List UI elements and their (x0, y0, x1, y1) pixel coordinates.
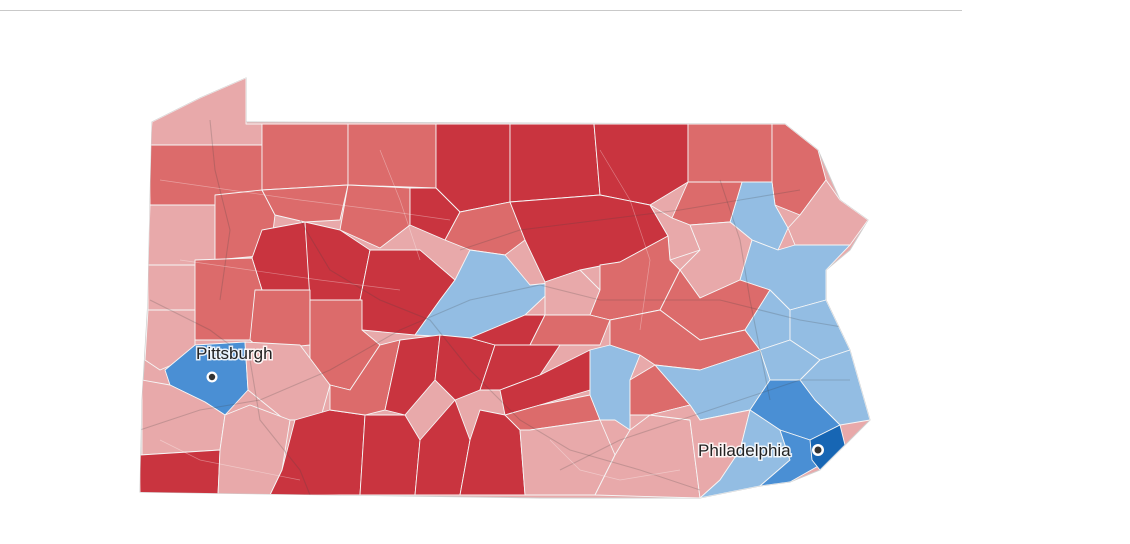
county-forest (261, 184, 349, 223)
county-greene (140, 449, 221, 496)
city-dot-center (208, 373, 216, 381)
city-label-pittsburgh: Pittsburgh (196, 344, 273, 363)
county-bradford (593, 123, 689, 206)
county-mckean (347, 123, 437, 189)
county-warren (261, 123, 349, 191)
county-fulton (414, 399, 471, 496)
city-label-philadelphia: Philadelphia (698, 441, 791, 460)
road-network (140, 119, 861, 496)
county-erie (149, 78, 263, 146)
county-tioga (509, 123, 601, 203)
county-philadelphia (809, 424, 846, 471)
county-bedford (359, 414, 421, 496)
county-armstrong (249, 289, 311, 351)
county-snyder (529, 314, 611, 346)
top-divider (0, 10, 962, 11)
county-susquehanna (687, 123, 773, 183)
county-mercer (147, 204, 216, 266)
city-dot-center (814, 446, 822, 454)
city-marker-pittsburgh: Pittsburgh (195, 343, 274, 383)
county-layer (140, 78, 870, 498)
county-elk (339, 184, 411, 249)
city-marker-philadelphia: Philadelphia (697, 440, 824, 462)
